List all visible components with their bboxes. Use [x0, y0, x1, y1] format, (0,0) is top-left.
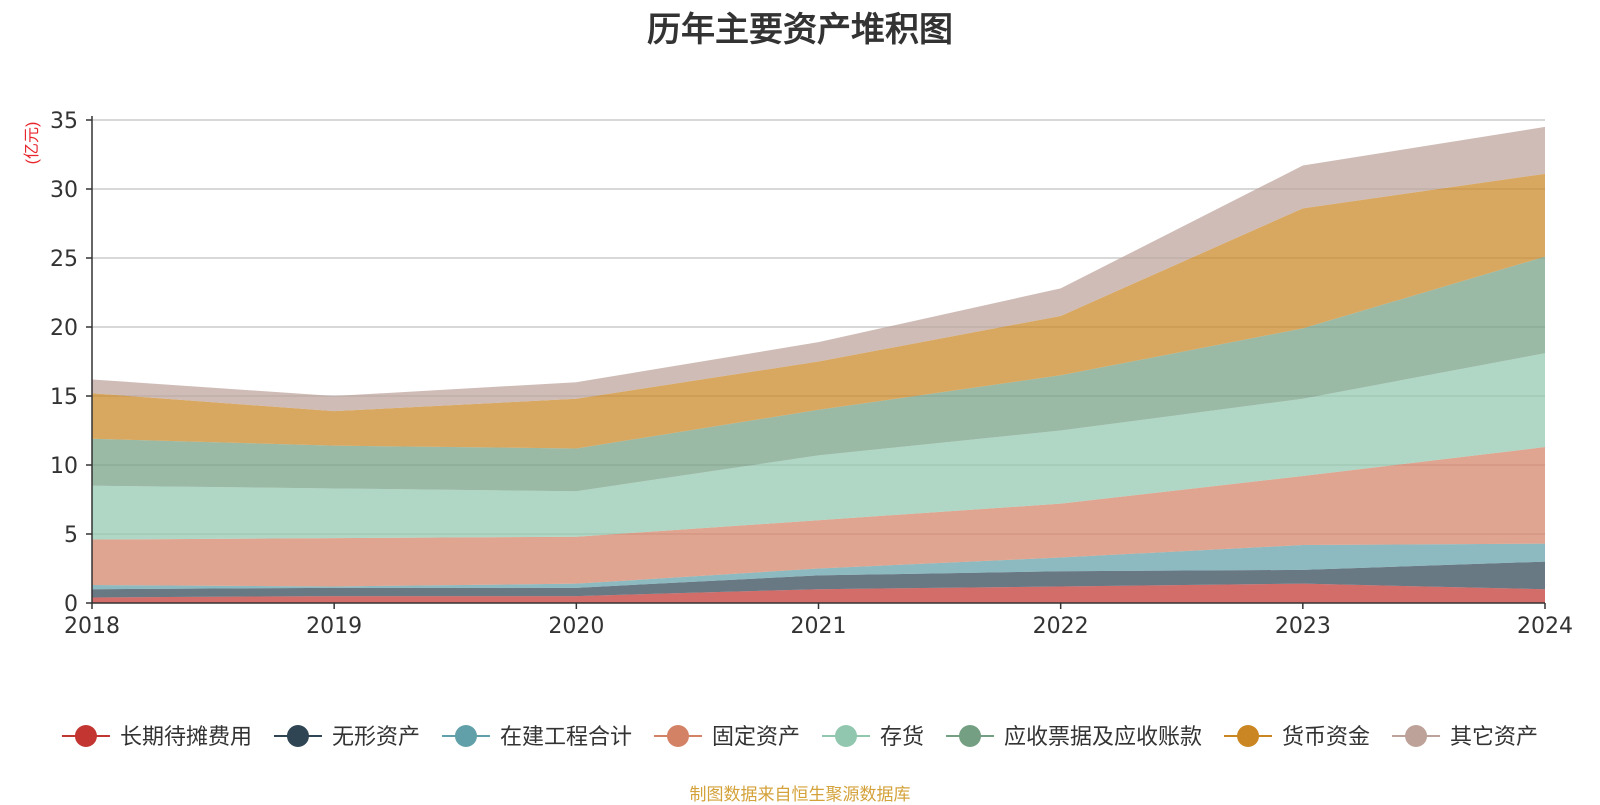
legend-item[interactable]: 固定资产	[653, 725, 800, 750]
legend-item[interactable]: 在建工程合计	[441, 725, 632, 750]
x-tick-label: 2020	[548, 614, 604, 639]
chart-title: 历年主要资产堆积图	[647, 10, 953, 50]
y-tick-label: 35	[50, 109, 78, 134]
y-tick-label: 30	[50, 178, 78, 203]
y-tick-label: 5	[64, 523, 78, 548]
x-tick-label: 2024	[1517, 614, 1573, 639]
legend-dot-icon	[666, 725, 689, 747]
legend-item[interactable]: 无形资产	[273, 725, 420, 750]
legend-item[interactable]: 应收票据及应收账款	[946, 725, 1202, 750]
legend-dot-icon	[835, 725, 857, 747]
axes: 0 5 10 15 20 25 30 35 2018 2019 2020 2021 2022 2023 20…	[50, 109, 1573, 639]
legend-label: 在建工程合计	[500, 725, 632, 750]
legend-item[interactable]: 存货	[822, 725, 924, 750]
legend-item[interactable]: 货币资金	[1224, 725, 1370, 750]
legend-label: 存货	[880, 725, 924, 750]
legend-label: 长期待摊费用	[120, 725, 252, 750]
legend-dot-icon	[286, 725, 309, 747]
y-tick-label: 15	[50, 385, 78, 410]
x-tick-label: 2023	[1275, 614, 1331, 639]
y-axis-unit-label: (亿元)	[23, 122, 41, 165]
area-series	[92, 256, 1545, 492]
legend-label: 其它资产	[1450, 725, 1538, 750]
area-series	[92, 447, 1545, 587]
area-series	[92, 353, 1545, 540]
area-series	[92, 543, 1545, 590]
legend-item[interactable]: 其它资产	[1392, 725, 1538, 750]
legend-dot-icon	[1405, 725, 1428, 747]
legend-label: 固定资产	[712, 725, 800, 750]
area-series	[92, 126, 1545, 412]
legend-item[interactable]: 长期待摊费用	[61, 725, 252, 750]
legend-dot-icon	[454, 725, 477, 747]
y-tick-label: 10	[50, 454, 78, 479]
legend-label: 应收票据及应收账款	[1004, 725, 1202, 750]
legend: 长期待摊费用 无形资产 在建工程合计 固定资产 存货 应收票据及应收账款 货币资金 其它资产	[61, 725, 1538, 750]
x-tick-label: 2018	[64, 614, 120, 639]
y-tick-label: 25	[50, 247, 78, 272]
legend-label: 无形资产	[332, 725, 420, 750]
area-series-layer	[92, 126, 1545, 603]
data-source-note: 制图数据来自恒生聚源数据库	[689, 785, 911, 805]
y-tick-label: 20	[50, 316, 78, 341]
area-series	[92, 583, 1545, 603]
legend-dot-icon	[1237, 725, 1260, 747]
legend-dot-icon	[959, 725, 982, 747]
y-tick-label: 0	[64, 592, 78, 617]
x-tick-label: 2022	[1033, 614, 1089, 639]
legend-label: 货币资金	[1282, 725, 1370, 750]
legend-dot-icon	[74, 725, 97, 747]
area-series	[92, 173, 1545, 449]
x-tick-label: 2019	[306, 614, 362, 639]
x-tick-label: 2021	[791, 614, 847, 639]
area-series	[92, 561, 1545, 598]
